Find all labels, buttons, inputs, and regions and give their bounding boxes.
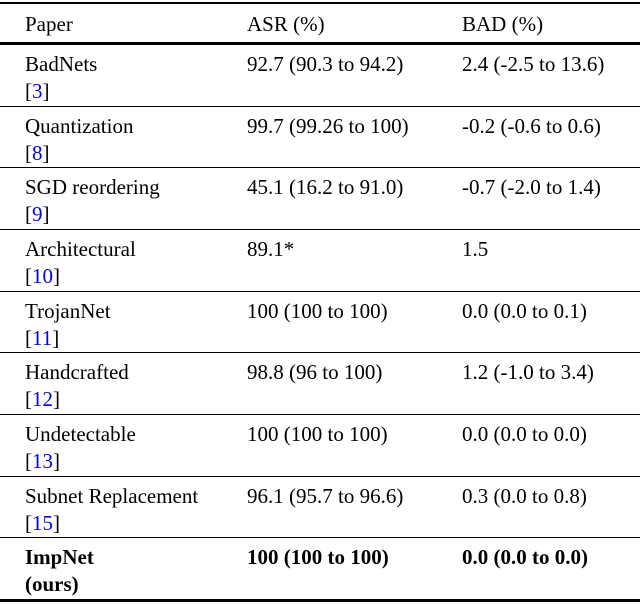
table-header-row: Paper ASR (%) BAD (%) bbox=[0, 4, 640, 45]
asr-value: 100 (100 to 100) bbox=[247, 545, 389, 570]
asr-value: 89.1* bbox=[247, 237, 295, 262]
asr-value: 92.7 (90.3 to 94.2) bbox=[247, 52, 404, 76]
bad-value: 0.0 (0.0 to 0.0) bbox=[462, 422, 587, 447]
citation-link[interactable]: 10 bbox=[32, 264, 53, 289]
paper-name: Architectural bbox=[25, 237, 136, 262]
bad-value: -0.7 (-2.0 to 1.4) bbox=[462, 175, 601, 200]
citation-bracket-close: ] bbox=[42, 79, 50, 103]
bad-value: 1.2 (-1.0 to 3.4) bbox=[462, 360, 594, 385]
asr-value: 100 (100 to 100) bbox=[247, 422, 388, 447]
paper-cell: Undetectable [13] bbox=[0, 421, 247, 476]
table-row-quantization: Quantization [8] 99.7 (99.26 to 100) -0.… bbox=[0, 107, 640, 169]
asr-value: 96.1 (95.7 to 96.6) bbox=[247, 483, 404, 508]
bad-value: -0.2 (-0.6 to 0.6) bbox=[462, 113, 601, 138]
paper-cell: SGD reordering [9] bbox=[0, 174, 247, 229]
bad-value: 2.4 (-2.5 to 13.6) bbox=[462, 52, 605, 76]
table-row-subnet-replacement: Subnet Replacement [15] 96.1 (95.7 to 96… bbox=[0, 477, 640, 539]
paper-cell: BadNets [3] bbox=[0, 51, 247, 106]
citation-link[interactable]: 3 bbox=[32, 79, 43, 103]
table-row-sgd-reordering: SGD reordering [9] 45.1 (16.2 to 91.0) -… bbox=[0, 168, 640, 231]
column-header-bad: BAD (%) bbox=[462, 12, 544, 36]
table-row-architectural: Architectural [10] 89.1* 1.5 bbox=[0, 230, 640, 292]
asr-value: 100 (100 to 100) bbox=[247, 298, 388, 323]
table-row-undetectable: Undetectable [13] 100 (100 to 100) 0.0 (… bbox=[0, 415, 640, 477]
citation: [12] bbox=[25, 386, 247, 413]
table-row-badnets: BadNets [3] 92.7 (90.3 to 94.2) 2.4 (-2.… bbox=[0, 45, 640, 107]
citation: [3] bbox=[25, 78, 247, 105]
citation-bracket-open: [ bbox=[25, 79, 32, 103]
citation-bracket-open: [ bbox=[25, 202, 32, 227]
column-header-asr: ASR (%) bbox=[247, 12, 325, 36]
citation: [10] bbox=[25, 263, 247, 290]
citation-bracket-close: ] bbox=[53, 449, 60, 474]
paper-cell: Architectural [10] bbox=[0, 236, 247, 291]
citation-bracket-close: ] bbox=[53, 510, 60, 535]
citation: [8] bbox=[25, 140, 247, 167]
asr-value: 98.8 (96 to 100) bbox=[247, 360, 383, 385]
citation-bracket-open: [ bbox=[25, 264, 32, 289]
citation-bracket-open: [ bbox=[25, 140, 32, 165]
citation-bracket-close: ] bbox=[53, 387, 60, 412]
table-row-trojannet: TrojanNet [11] 100 (100 to 100) 0.0 (0.0… bbox=[0, 292, 640, 354]
paper-name: BadNets bbox=[25, 52, 98, 76]
table-row-handcrafted: Handcrafted [12] 98.8 (96 to 100) 1.2 (-… bbox=[0, 353, 640, 416]
citation-bracket-open: [ bbox=[25, 387, 32, 412]
paper-cell: Subnet Replacement [15] bbox=[0, 483, 247, 538]
paper-cell: Handcrafted [12] bbox=[0, 359, 247, 414]
bad-value: 1.5 bbox=[462, 237, 489, 262]
citation: [13] bbox=[25, 448, 247, 475]
bad-value: 0.0 (0.0 to 0.1) bbox=[462, 298, 587, 323]
citation-link[interactable]: 13 bbox=[32, 449, 53, 474]
asr-value: 45.1 (16.2 to 91.0) bbox=[247, 175, 404, 200]
citation-bracket-open: [ bbox=[25, 325, 32, 350]
paper-name: Handcrafted bbox=[25, 360, 129, 385]
bad-value: 0.0 (0.0 to 0.0) bbox=[462, 545, 588, 570]
paper-name: Subnet Replacement bbox=[25, 483, 199, 508]
citation: [11] bbox=[25, 325, 247, 352]
table-row-impnet-ours: ImpNet (ours) 100 (100 to 100) 0.0 (0.0 … bbox=[0, 538, 640, 599]
paper-name: SGD reordering bbox=[25, 175, 160, 200]
paper-cell: ImpNet (ours) bbox=[0, 544, 247, 599]
citation-bracket-open: [ bbox=[25, 510, 32, 535]
citation-bracket-close: ] bbox=[42, 202, 50, 227]
citation-link[interactable]: 9 bbox=[32, 202, 43, 227]
citation: [9] bbox=[25, 201, 247, 228]
citation: [15] bbox=[25, 510, 247, 537]
paper-name: TrojanNet bbox=[25, 298, 111, 323]
paper-name: Undetectable bbox=[25, 422, 136, 447]
citation-bracket-close: ] bbox=[53, 264, 60, 289]
paper-name: Quantization bbox=[25, 113, 134, 138]
paper-name-suffix: (ours) bbox=[25, 572, 79, 597]
paper-name: ImpNet bbox=[25, 545, 94, 570]
column-header-paper: Paper bbox=[25, 12, 73, 36]
citation-link[interactable]: 15 bbox=[32, 510, 53, 535]
paper-cell: TrojanNet [11] bbox=[0, 298, 247, 353]
bad-value: 0.3 (0.0 to 0.8) bbox=[462, 483, 587, 508]
asr-value: 99.7 (99.26 to 100) bbox=[247, 113, 409, 138]
citation-bracket-close: ] bbox=[52, 325, 60, 350]
citation-link[interactable]: 12 bbox=[32, 387, 53, 412]
citation-link[interactable]: 8 bbox=[32, 140, 43, 165]
citation-bracket-close: ] bbox=[42, 140, 50, 165]
paper-cell: Quantization [8] bbox=[0, 113, 247, 168]
citation-bracket-open: [ bbox=[25, 449, 32, 474]
citation-link[interactable]: 11 bbox=[32, 325, 53, 350]
